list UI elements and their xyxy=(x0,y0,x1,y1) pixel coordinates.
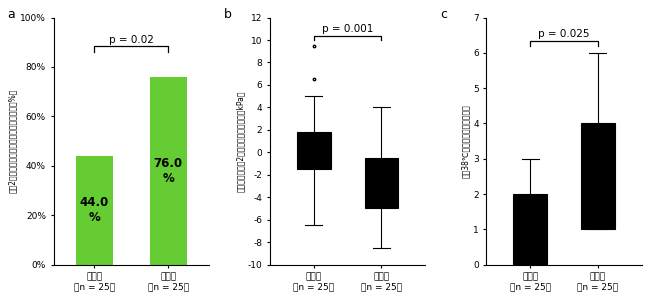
Text: p = 0.001: p = 0.001 xyxy=(322,24,373,34)
Text: p = 0.02: p = 0.02 xyxy=(109,35,153,45)
PathPatch shape xyxy=(514,194,547,265)
PathPatch shape xyxy=(581,124,615,229)
Text: b: b xyxy=(224,8,231,21)
Text: a: a xyxy=(7,8,15,21)
PathPatch shape xyxy=(365,158,398,208)
Bar xyxy=(150,77,187,265)
PathPatch shape xyxy=(297,132,331,169)
Text: 44.0
%: 44.0 % xyxy=(80,196,109,224)
Y-axis label: 舌圧の差（術後2週間目－手術前日）（kPa）: 舌圧の差（術後2週間目－手術前日）（kPa） xyxy=(236,90,245,192)
Y-axis label: 術後38℃以上の発熱日数（日）: 術後38℃以上の発熱日数（日） xyxy=(462,104,470,178)
Text: 76.0
%: 76.0 % xyxy=(153,157,183,185)
Text: c: c xyxy=(440,8,447,21)
Bar xyxy=(76,156,113,265)
Y-axis label: 術後2週間目に舌圧が減少した患者の割合（%）: 術後2週間目に舌圧が減少した患者の割合（%） xyxy=(8,89,18,193)
Text: p = 0.025: p = 0.025 xyxy=(538,29,590,39)
